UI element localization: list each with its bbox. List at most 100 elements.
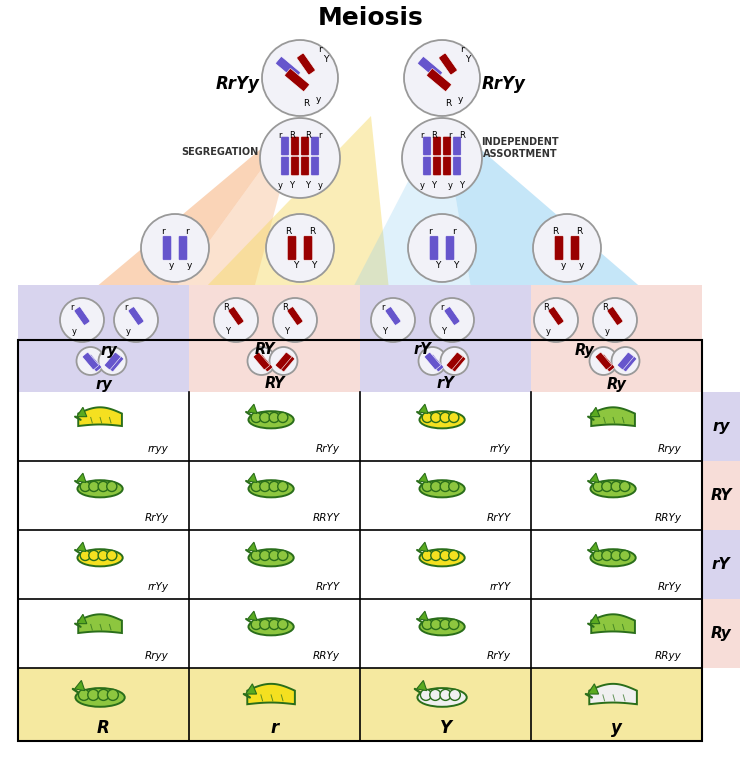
FancyBboxPatch shape bbox=[108, 354, 123, 372]
Text: R: R bbox=[543, 303, 549, 312]
Ellipse shape bbox=[419, 480, 464, 498]
Polygon shape bbox=[418, 473, 428, 482]
Text: rrYy: rrYy bbox=[148, 581, 168, 591]
Text: y: y bbox=[447, 181, 453, 190]
Text: R: R bbox=[289, 131, 295, 140]
Polygon shape bbox=[590, 542, 599, 551]
Text: r: r bbox=[428, 227, 432, 236]
Polygon shape bbox=[76, 407, 87, 417]
Circle shape bbox=[611, 347, 640, 375]
Ellipse shape bbox=[252, 619, 261, 630]
Ellipse shape bbox=[431, 412, 441, 422]
FancyBboxPatch shape bbox=[228, 306, 244, 326]
Ellipse shape bbox=[278, 482, 288, 492]
Text: Y: Y bbox=[324, 55, 329, 65]
FancyBboxPatch shape bbox=[285, 68, 309, 91]
Text: Y: Y bbox=[432, 181, 436, 190]
Ellipse shape bbox=[419, 618, 464, 635]
FancyBboxPatch shape bbox=[427, 68, 451, 91]
Text: R: R bbox=[97, 719, 110, 737]
Ellipse shape bbox=[422, 551, 433, 561]
Ellipse shape bbox=[249, 549, 294, 566]
FancyBboxPatch shape bbox=[297, 53, 315, 74]
Ellipse shape bbox=[419, 411, 464, 429]
Polygon shape bbox=[248, 404, 257, 413]
FancyBboxPatch shape bbox=[275, 353, 292, 369]
Text: Meiosis: Meiosis bbox=[318, 6, 424, 30]
Ellipse shape bbox=[450, 690, 460, 700]
Text: RRYy: RRYy bbox=[654, 512, 681, 522]
Circle shape bbox=[60, 298, 104, 342]
Text: y: y bbox=[545, 327, 551, 336]
Text: r: r bbox=[124, 303, 128, 312]
Circle shape bbox=[273, 298, 317, 342]
Text: Ry: Ry bbox=[711, 626, 732, 641]
Text: INDEPENDENT
ASSORTMENT: INDEPENDENT ASSORTMENT bbox=[482, 137, 559, 159]
Polygon shape bbox=[248, 611, 257, 621]
Text: y: y bbox=[186, 261, 191, 270]
Ellipse shape bbox=[269, 412, 279, 422]
Polygon shape bbox=[442, 116, 702, 340]
Ellipse shape bbox=[252, 482, 261, 492]
FancyBboxPatch shape bbox=[554, 236, 564, 260]
Text: RrYy: RrYy bbox=[315, 444, 340, 454]
Polygon shape bbox=[76, 542, 86, 551]
FancyBboxPatch shape bbox=[291, 157, 299, 176]
Polygon shape bbox=[418, 404, 428, 413]
Circle shape bbox=[589, 347, 617, 375]
Ellipse shape bbox=[422, 619, 433, 630]
Bar bbox=[18, 668, 702, 741]
Ellipse shape bbox=[260, 482, 270, 492]
Text: R: R bbox=[459, 131, 465, 140]
FancyBboxPatch shape bbox=[430, 236, 439, 260]
Polygon shape bbox=[33, 116, 300, 340]
Ellipse shape bbox=[422, 482, 433, 492]
Ellipse shape bbox=[260, 551, 270, 561]
Polygon shape bbox=[76, 614, 87, 624]
Ellipse shape bbox=[440, 551, 450, 561]
FancyBboxPatch shape bbox=[311, 136, 319, 156]
Polygon shape bbox=[78, 614, 122, 633]
Text: SEGREGATION: SEGREGATION bbox=[181, 147, 259, 157]
Text: r: r bbox=[452, 227, 456, 236]
Text: RRYy: RRYy bbox=[312, 650, 340, 660]
Polygon shape bbox=[247, 684, 295, 704]
Ellipse shape bbox=[98, 690, 109, 700]
FancyBboxPatch shape bbox=[443, 157, 451, 176]
Ellipse shape bbox=[430, 690, 441, 700]
Polygon shape bbox=[591, 614, 635, 633]
Ellipse shape bbox=[80, 551, 91, 561]
Text: Ry: Ry bbox=[606, 376, 626, 392]
FancyBboxPatch shape bbox=[257, 354, 272, 372]
Text: r: r bbox=[440, 303, 444, 312]
Ellipse shape bbox=[449, 482, 459, 492]
Text: RrYy: RrYy bbox=[145, 512, 168, 522]
FancyBboxPatch shape bbox=[128, 306, 144, 326]
Circle shape bbox=[141, 214, 209, 282]
Text: R: R bbox=[282, 303, 288, 312]
Text: rrYY: rrYY bbox=[489, 581, 510, 591]
Ellipse shape bbox=[593, 551, 603, 561]
FancyBboxPatch shape bbox=[162, 236, 171, 260]
Ellipse shape bbox=[89, 551, 99, 561]
Text: y: y bbox=[605, 327, 609, 336]
Ellipse shape bbox=[77, 549, 122, 566]
Circle shape bbox=[371, 298, 415, 342]
FancyBboxPatch shape bbox=[447, 353, 462, 369]
Bar bbox=[18, 340, 189, 392]
Polygon shape bbox=[248, 542, 257, 551]
FancyBboxPatch shape bbox=[276, 57, 301, 79]
Circle shape bbox=[269, 347, 298, 375]
Ellipse shape bbox=[449, 551, 459, 561]
FancyBboxPatch shape bbox=[453, 136, 462, 156]
Text: rY: rY bbox=[436, 376, 454, 392]
Text: Y: Y bbox=[293, 261, 299, 270]
Text: RrYy: RrYy bbox=[487, 650, 510, 660]
Polygon shape bbox=[76, 473, 86, 482]
Ellipse shape bbox=[419, 549, 464, 566]
FancyBboxPatch shape bbox=[423, 157, 431, 176]
FancyBboxPatch shape bbox=[418, 57, 442, 79]
Circle shape bbox=[408, 214, 476, 282]
Text: RY: RY bbox=[264, 376, 285, 392]
Text: rryy: rryy bbox=[148, 444, 168, 454]
